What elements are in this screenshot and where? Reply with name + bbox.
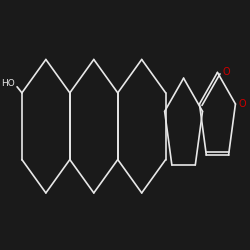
Text: O: O <box>239 99 246 109</box>
Text: HO: HO <box>1 79 15 88</box>
Text: O: O <box>222 68 230 78</box>
